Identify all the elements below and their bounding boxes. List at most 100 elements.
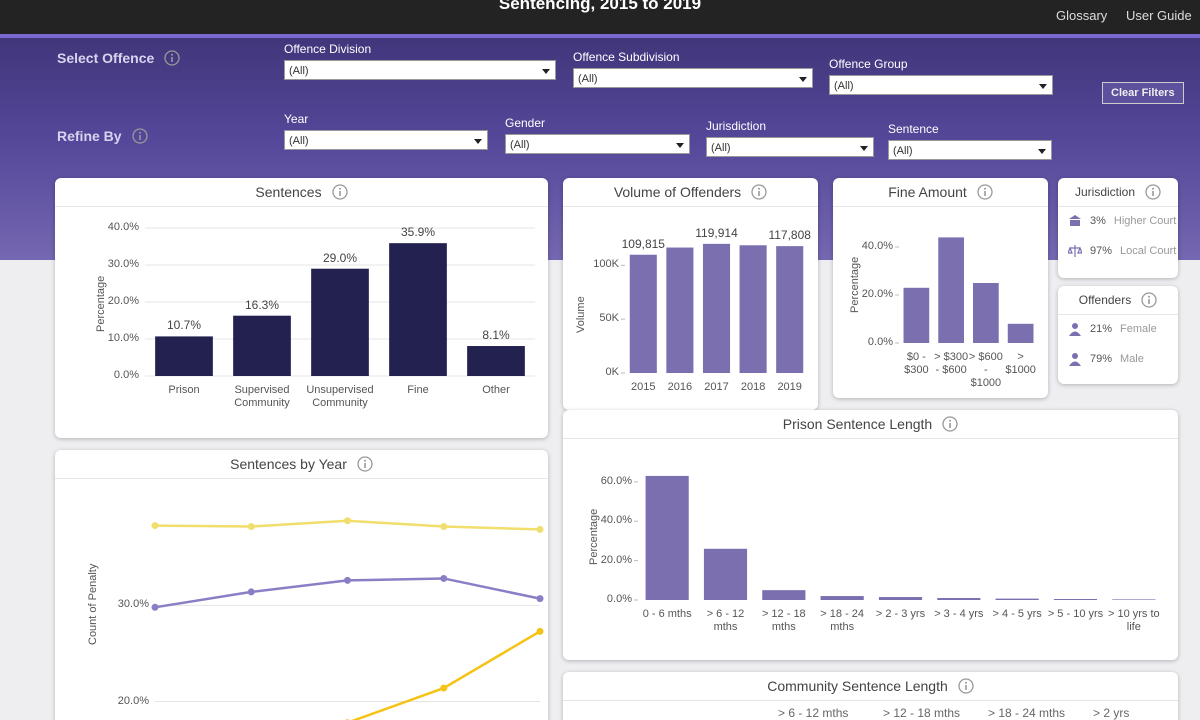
bar <box>903 287 930 343</box>
bar <box>973 283 999 343</box>
bar <box>820 596 864 600</box>
refine-by: Refine By <box>57 128 148 144</box>
refine-label: Refine By <box>57 128 122 144</box>
panel-header: Volume of Offenders <box>563 178 818 207</box>
filter-value: (All) <box>289 135 309 147</box>
filter-dropdown[interactable]: (All) <box>888 140 1052 160</box>
icon-ring <box>1141 292 1157 308</box>
y-tick-label: 20.0% <box>600 553 632 566</box>
value-label: 119,914 <box>695 225 738 240</box>
bar <box>878 597 923 600</box>
volume-panel: Volume of Offenders 0K 50K 100K Volume 109,81… <box>563 178 818 410</box>
panel-title: Jurisdiction <box>1074 185 1136 199</box>
filter-dropdown[interactable]: (All) <box>284 60 556 80</box>
info-icon <box>1141 292 1157 308</box>
info-icon <box>958 678 974 694</box>
x-tick-label: > $1000 <box>1005 351 1036 376</box>
label: Male <box>1120 353 1144 365</box>
icon-dot <box>171 53 174 56</box>
bar <box>629 254 657 373</box>
filter-dropdown[interactable]: (All) <box>505 134 690 154</box>
column-label: > 18 - 24 mths <box>988 706 1066 720</box>
icon-stem <box>758 191 760 196</box>
x-tick-label: > 3 - 4 yrs <box>934 608 984 620</box>
panel-title: Prison Sentence Length <box>782 416 933 432</box>
point <box>247 588 255 596</box>
bar <box>233 315 291 376</box>
column-label: > 6 - 12 mths <box>778 706 849 720</box>
offenders-panel: Offenders 21% Female 79% Male <box>1058 286 1178 384</box>
local-court-row: 97% Local Court <box>1068 244 1176 258</box>
point <box>536 525 544 533</box>
y-tick-label: 0.0% <box>606 593 632 605</box>
x-tick-label: 2017 <box>704 381 729 393</box>
y-tick-label: 30.0% <box>117 598 149 611</box>
info-icon <box>357 456 373 472</box>
bar <box>645 475 689 600</box>
point <box>536 627 544 635</box>
x-tick-label: > 12 - 18 mths <box>761 608 806 633</box>
y-axis-label: Count of Penalty <box>87 563 99 645</box>
body <box>1069 331 1081 336</box>
x-tick-label: 2016 <box>667 381 693 393</box>
filter-dropdown[interactable]: (All) <box>706 137 874 157</box>
point <box>440 574 448 582</box>
filter-dropdown[interactable]: (All) <box>284 130 488 150</box>
bar <box>311 268 369 376</box>
info-icon <box>977 184 993 200</box>
bar <box>739 245 767 373</box>
value-label: 35.9% <box>400 225 436 240</box>
y-axis-label: Percentage <box>588 508 600 565</box>
icon-ring <box>164 50 180 66</box>
top-bar: Sentencing, 2015 to 2019 Glossary User G… <box>0 0 1200 38</box>
plot-area <box>621 243 804 374</box>
y-tick-label: 60.0% <box>600 474 632 487</box>
higher-court-row: 3% Higher Court <box>1068 214 1176 228</box>
icon-ring <box>958 678 974 694</box>
x-tick-label: Fine <box>407 384 429 396</box>
bar <box>389 243 447 376</box>
row-icon <box>1069 323 1081 336</box>
filter-label: Sentence <box>888 122 939 136</box>
clear-filters-button[interactable]: Clear Filters <box>1102 82 1184 104</box>
cols <box>1070 220 1080 226</box>
panel-header: Community Sentence Length <box>563 672 1178 701</box>
sentences-by-year-panel: Sentences by Year 20.0% 30.0% Count of Pena… <box>55 450 548 720</box>
bar <box>1112 599 1156 600</box>
point <box>151 522 159 530</box>
icon-stem <box>1152 191 1154 196</box>
y-tick-label: 20.0% <box>861 288 893 300</box>
glossary-link[interactable]: Glossary <box>1056 8 1108 23</box>
filter-dropdown[interactable]: (All) <box>573 68 813 88</box>
icon-ring <box>977 184 993 200</box>
plot-area <box>145 227 535 377</box>
prison-length-panel: Prison Sentence Length 0.0% 20.0% 40.0% 60.0… <box>563 410 1178 660</box>
x-tick-label: > 5 - 10 yrs <box>1047 608 1104 620</box>
x-tick-label: $0 - $300 <box>904 351 929 376</box>
x-tick-label: > $600 - $1000 <box>968 351 1003 389</box>
filter-value: (All) <box>711 142 731 154</box>
label: Female <box>1120 323 1157 335</box>
panel-title: Sentences by Year <box>230 456 347 472</box>
y-tick-label: 0.0% <box>867 336 893 348</box>
x-tick-label: 2019 <box>777 381 802 393</box>
icon-ring <box>751 184 767 200</box>
female-row: 21% Female <box>1068 322 1157 336</box>
icon-stem <box>1148 299 1151 304</box>
user-guide-link[interactable]: User Guide <box>1126 8 1192 23</box>
info-icon <box>164 50 180 66</box>
panel-title: Volume of Offenders <box>613 184 742 200</box>
x-tick-label: 0 - 6 mths <box>642 608 692 620</box>
y-tick-label: 50K <box>599 312 619 325</box>
row-icon <box>1069 215 1081 226</box>
dropdown-arrow <box>474 139 482 144</box>
y-tick-label: 100K <box>593 258 619 271</box>
y-tick-label: 20.0% <box>117 694 149 707</box>
icon-dot <box>1152 187 1155 190</box>
row-icon <box>1069 353 1081 366</box>
body <box>1069 361 1081 366</box>
dropdown-arrow <box>1038 149 1046 154</box>
y-tick-label: 20.0% <box>107 295 139 307</box>
filter-dropdown[interactable]: (All) <box>829 75 1053 95</box>
value-label: 16.3% <box>244 297 280 312</box>
